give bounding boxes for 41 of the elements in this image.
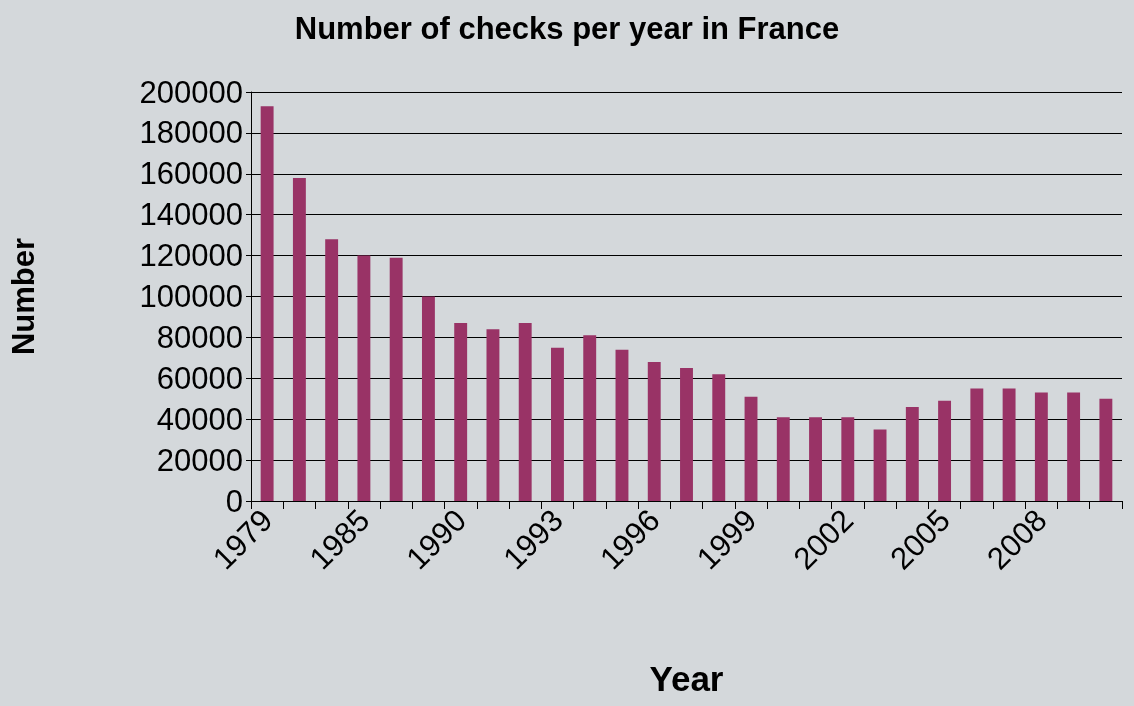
bar	[486, 329, 500, 501]
y-tick-label: 20000	[156, 442, 243, 478]
bar	[970, 388, 984, 501]
bar	[583, 335, 597, 501]
bar	[905, 406, 919, 501]
bar	[744, 396, 758, 501]
bar	[454, 323, 468, 501]
bar	[389, 257, 403, 501]
bar	[712, 374, 726, 501]
bar	[1099, 398, 1113, 501]
y-tick-label: 60000	[156, 360, 243, 396]
y-tick-label: 80000	[156, 319, 243, 355]
bar	[421, 296, 435, 501]
bar	[292, 177, 306, 501]
x-axis-title: Year	[649, 659, 724, 698]
y-tick-label: 0	[225, 483, 243, 519]
y-tick-label: 200000	[139, 74, 243, 110]
y-tick-label: 160000	[139, 156, 243, 192]
bar	[615, 349, 629, 501]
bar	[680, 368, 693, 501]
bar	[551, 347, 564, 501]
y-tick-label: 40000	[156, 401, 243, 437]
bar	[809, 417, 822, 501]
bar	[647, 361, 661, 501]
bar	[357, 255, 371, 501]
bar	[873, 429, 887, 501]
bar	[938, 400, 952, 501]
bar	[776, 417, 790, 501]
y-tick-label: 140000	[139, 197, 243, 233]
bar	[518, 323, 532, 501]
y-tick-label: 180000	[139, 115, 243, 151]
y-tick-label: 120000	[139, 238, 243, 274]
bar	[1067, 392, 1081, 501]
bar	[841, 417, 855, 501]
y-tick-label: 100000	[139, 279, 243, 314]
bar	[260, 106, 274, 501]
bar	[1034, 392, 1048, 501]
chart-title: Number of checks per year in France	[294, 11, 840, 46]
bar	[1002, 388, 1016, 501]
y-axis-title: Number	[6, 237, 41, 356]
bar	[325, 239, 339, 501]
